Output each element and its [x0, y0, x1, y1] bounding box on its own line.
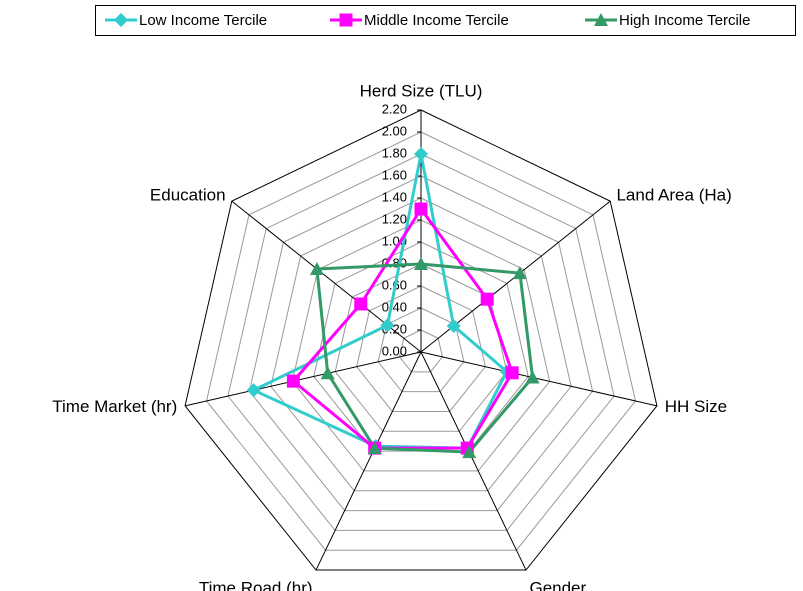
r-tick-label: 1.00: [382, 233, 407, 248]
grid-ring: [377, 307, 465, 393]
r-tick-label: 1.40: [382, 189, 407, 204]
data-point: [286, 374, 300, 388]
data-point: [480, 292, 494, 306]
legend-label: Middle Income Tercile: [364, 12, 509, 29]
data-point: [505, 366, 519, 380]
grid-ring: [205, 131, 637, 551]
series-line: [315, 262, 535, 454]
category-label: Time Market (hr): [52, 397, 177, 416]
data-point: [354, 297, 368, 311]
category-label: HH Size: [665, 397, 727, 416]
data-point: [367, 441, 382, 455]
series-line: [250, 153, 509, 450]
category-label: Land Area (Ha): [616, 186, 731, 205]
data-point: [446, 318, 461, 333]
r-tick-label: 0.40: [382, 299, 407, 314]
r-tick-label: 1.80: [382, 145, 407, 160]
data-point: [246, 383, 261, 398]
data-point: [414, 202, 428, 216]
r-tick-label: 0.00: [382, 343, 407, 358]
legend-marker: [339, 13, 353, 27]
grid-ring: [291, 219, 551, 472]
spoke: [315, 351, 422, 571]
legend-label: Low Income Tercile: [139, 12, 267, 29]
legend-marker: [594, 13, 608, 26]
spoke: [184, 351, 422, 407]
legend-label: High Income Tercile: [619, 12, 750, 29]
spoke: [420, 351, 527, 571]
grid-ring: [399, 329, 443, 373]
data-point: [462, 445, 477, 459]
grid-ring: [334, 263, 508, 432]
category-label: Education: [150, 186, 226, 205]
r-tick-label: 1.20: [382, 211, 407, 226]
grid-ring: [248, 175, 594, 512]
grid-ring: [270, 197, 572, 492]
category-label: Gender: [529, 579, 586, 591]
grid-ring: [227, 153, 615, 531]
series-line: [291, 206, 514, 450]
r-tick-label: 2.20: [382, 101, 407, 116]
r-tick-label: 2.00: [382, 123, 407, 138]
data-point: [414, 257, 428, 270]
category-label: Herd Size (TLU): [360, 81, 483, 100]
legend-box: [95, 5, 796, 36]
spoke: [420, 351, 658, 407]
legend-marker: [114, 13, 128, 27]
category-label: Time Road (hr): [199, 579, 313, 591]
r-tick-label: 1.60: [382, 167, 407, 182]
data-point: [512, 266, 527, 280]
grid-ring: [356, 285, 486, 412]
data-point: [380, 318, 395, 333]
grid-ring: [184, 109, 658, 571]
data-point: [320, 366, 335, 380]
data-point: [414, 147, 428, 161]
data-point: [309, 262, 324, 276]
data-point: [525, 370, 540, 384]
